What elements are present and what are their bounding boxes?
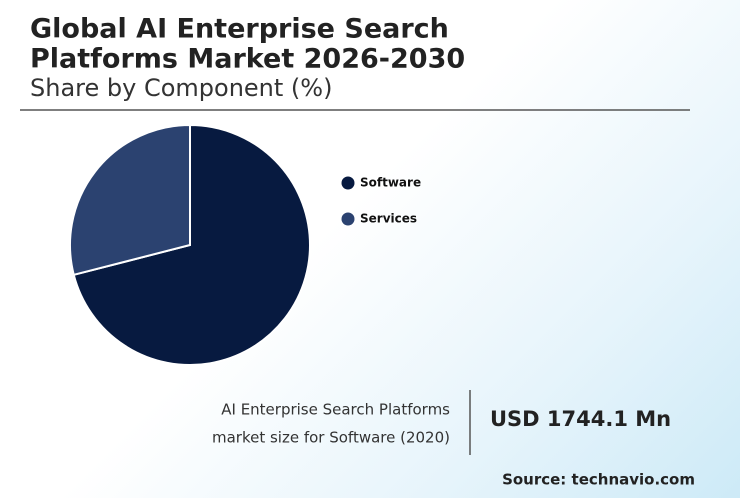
info-text: AI Enterprise Search Platforms bbox=[221, 401, 450, 419]
legend-label: Software bbox=[360, 176, 421, 190]
pie-slice bbox=[69, 123, 191, 277]
source: Source: technavio.com bbox=[502, 471, 695, 489]
legend-label: Services bbox=[360, 212, 417, 226]
subtitle: Share by Component (%) bbox=[30, 74, 332, 102]
pie-slice bbox=[72, 123, 311, 366]
title-line: Platforms Market 2026-2030 bbox=[30, 44, 465, 75]
title-line: Global AI Enterprise Search bbox=[30, 14, 449, 45]
legend-swatch bbox=[341, 212, 355, 226]
info-text: market size for Software (2020) bbox=[212, 429, 450, 447]
legend-swatch bbox=[341, 176, 355, 190]
info-value: USD 1744.1 Mn bbox=[490, 407, 671, 431]
